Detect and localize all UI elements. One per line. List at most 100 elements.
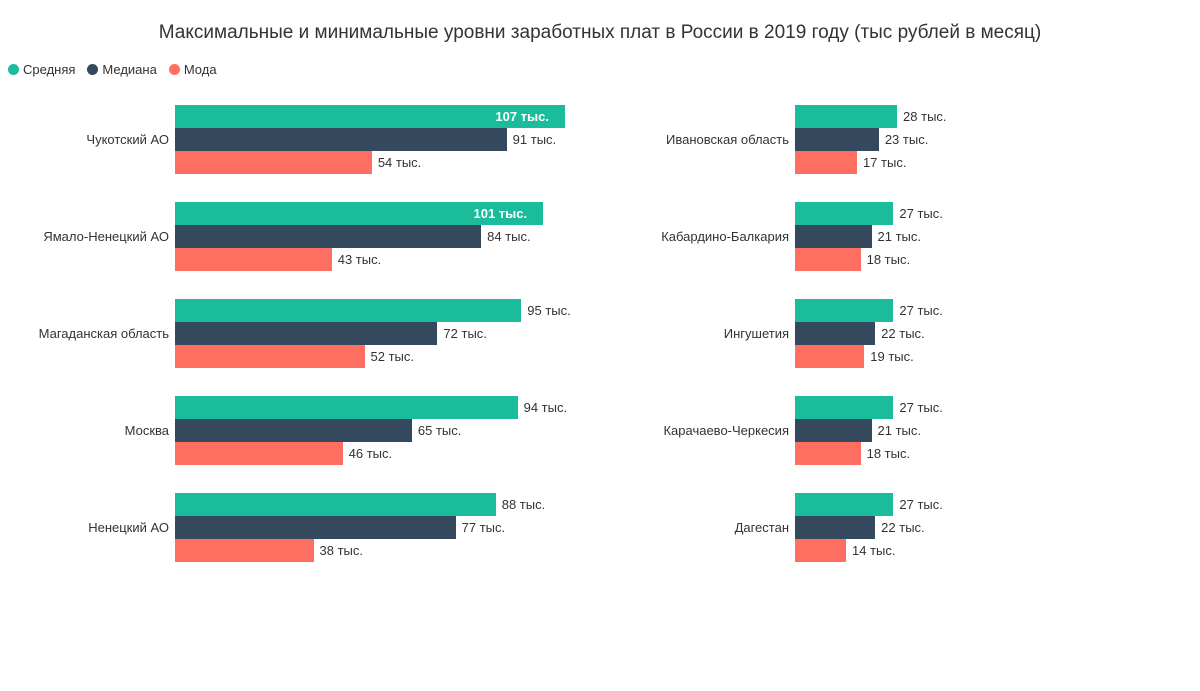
bar-value-label: 77 тыс. [456,520,505,535]
bar-mean: 101 тыс. [175,202,543,225]
bar-row-median: 21 тыс. [795,225,1190,248]
bar-value-label: 54 тыс. [372,155,421,170]
bar-row-mode: 46 тыс. [175,442,620,465]
legend-item: Средняя [8,62,75,77]
bar-mode [175,442,343,465]
bar-median [795,128,879,151]
bar-median [795,419,872,442]
legend-item: Мода [169,62,217,77]
bar-row-mean: 95 тыс. [175,299,620,322]
bar-value-label: 18 тыс. [861,446,910,461]
bar-median [175,322,437,345]
bar-median [795,322,875,345]
bar-value-label: 28 тыс. [897,109,946,124]
bar-row-mode: 18 тыс. [795,248,1190,271]
left-column: Чукотский АО107 тыс.91 тыс.54 тыс.Ямало-… [0,105,620,562]
bar-mode [175,248,332,271]
bar-row-mean: 94 тыс. [175,396,620,419]
bar-row-mode: 43 тыс. [175,248,620,271]
bar-value-label: 21 тыс. [872,229,921,244]
bar-value-label: 65 тыс. [412,423,461,438]
bar-value-label: 18 тыс. [861,252,910,267]
region-group: Магаданская область 95 тыс. 72 тыс. 52 тыс. [0,299,620,368]
bar-row-median: 22 тыс. [795,322,1190,345]
bar-group: 95 тыс. 72 тыс. 52 тыс. [175,299,620,368]
bar-row-mean: 28 тыс. [795,105,1190,128]
bar-value-label: 27 тыс. [893,497,942,512]
bar-mean [175,493,496,516]
bar-value-label: 43 тыс. [332,252,381,267]
region-label: Магаданская область [0,326,175,341]
bar-value-label: 27 тыс. [893,400,942,415]
bar-group: 27 тыс. 21 тыс. 18 тыс. [795,396,1190,465]
bar-row-mean: 88 тыс. [175,493,620,516]
bar-value-label: 22 тыс. [875,326,924,341]
legend: Средняя Медиана Мода [0,62,1200,105]
bar-mean [795,299,893,322]
bar-mean [795,202,893,225]
bar-mode [175,151,372,174]
bar-group: 27 тыс. 22 тыс. 14 тыс. [795,493,1190,562]
bar-mean: 107 тыс. [175,105,565,128]
chart-title: Максимальные и минимальные уровни зарабо… [0,0,1200,62]
bar-group: 94 тыс. 65 тыс. 46 тыс. [175,396,620,465]
bar-row-mean: 27 тыс. [795,396,1190,419]
bar-value-label: 95 тыс. [521,303,570,318]
bar-mode [175,539,314,562]
legend-item: Медиана [87,62,156,77]
bar-row-mode: 14 тыс. [795,539,1190,562]
bar-row-mode: 38 тыс. [175,539,620,562]
bar-value-label: 101 тыс. [175,202,535,225]
bar-mean [795,493,893,516]
bar-value-label: 27 тыс. [893,303,942,318]
region-group: Чукотский АО107 тыс.91 тыс.54 тыс. [0,105,620,174]
region-label: Ивановская область [620,132,795,147]
region-group: Ямало-Ненецкий АО101 тыс. 84 тыс. 43 тыс. [0,202,620,271]
bar-row-median: 21 тыс. [795,419,1190,442]
legend-dot [169,64,180,75]
bar-row-mode: 19 тыс. [795,345,1190,368]
bar-value-label: 22 тыс. [875,520,924,535]
legend-label: Медиана [102,62,156,77]
chart-columns: Чукотский АО107 тыс.91 тыс.54 тыс.Ямало-… [0,105,1200,562]
bar-row-mean: 107 тыс. [175,105,620,128]
legend-dot [8,64,19,75]
bar-row-mode: 52 тыс. [175,345,620,368]
bar-mode [795,442,861,465]
bar-mode [795,539,846,562]
legend-dot [87,64,98,75]
bar-value-label: 72 тыс. [437,326,486,341]
region-label: Ненецкий АО [0,520,175,535]
bar-median [175,516,456,539]
bar-mean [795,105,897,128]
bar-median [795,516,875,539]
bar-group: 28 тыс.23 тыс.17 тыс. [795,105,1190,174]
bar-value-label: 14 тыс. [846,543,895,558]
bar-value-label: 84 тыс. [481,229,530,244]
bar-row-mean: 101 тыс. [175,202,620,225]
bar-mode [795,151,857,174]
bar-row-median: 72 тыс. [175,322,620,345]
region-label: Ингушетия [620,326,795,341]
bar-row-mode: 18 тыс. [795,442,1190,465]
bar-mean [175,396,518,419]
region-label: Дагестан [620,520,795,535]
region-group: Москва94 тыс.65 тыс.46 тыс. [0,396,620,465]
bar-value-label: 27 тыс. [893,206,942,221]
region-label: Ямало-Ненецкий АО [0,229,175,244]
bar-value-label: 107 тыс. [175,105,557,128]
bar-mode [175,345,365,368]
bar-row-median: 91 тыс. [175,128,620,151]
bar-value-label: 38 тыс. [314,543,363,558]
bar-group: 88 тыс. 77 тыс. 38 тыс. [175,493,620,562]
bar-mode [795,248,861,271]
bar-row-median: 65 тыс. [175,419,620,442]
bar-value-label: 91 тыс. [507,132,556,147]
bar-row-median: 77 тыс. [175,516,620,539]
region-group: Ненецкий АО88 тыс. 77 тыс. 38 тыс. [0,493,620,562]
bar-value-label: 94 тыс. [518,400,567,415]
bar-mean [795,396,893,419]
bar-row-median: 84 тыс. [175,225,620,248]
legend-label: Мода [184,62,217,77]
bar-median [175,419,412,442]
